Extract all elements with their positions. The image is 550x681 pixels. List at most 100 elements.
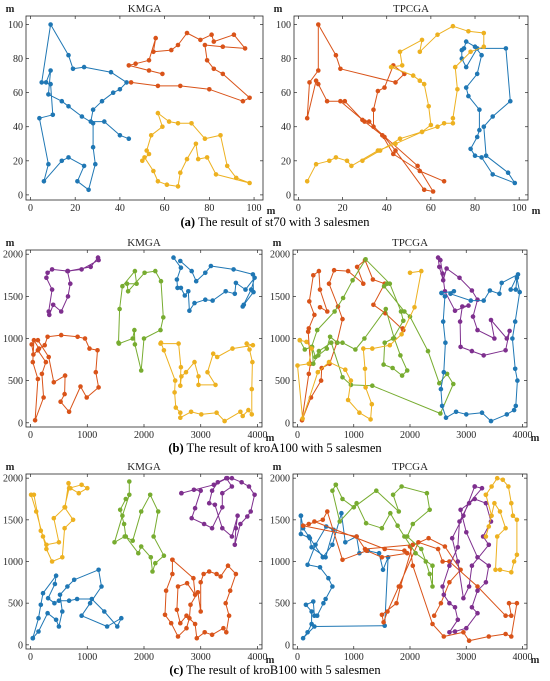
city-point (86, 187, 91, 193)
city-point (220, 525, 225, 531)
city-point (33, 509, 39, 514)
city-point (469, 288, 475, 293)
x-tick-label: 4000 (247, 652, 267, 663)
city-point (125, 289, 131, 294)
chart-st70-kmga: 0 20 40 60 80 100 0 20 40 60 80 100 KMGA m m (6, 3, 276, 217)
city-point (431, 613, 437, 618)
city-point (79, 267, 84, 272)
x-tick-label: 80 (470, 203, 480, 214)
city-point (189, 121, 194, 126)
route-3 (116, 268, 166, 373)
city-point (488, 418, 494, 424)
city-point (443, 340, 448, 346)
city-point (243, 287, 248, 292)
city-point (119, 615, 124, 621)
x-tick-label: 0 (28, 430, 33, 441)
city-point (309, 346, 314, 351)
city-point (463, 39, 469, 44)
y-tick-label: 2000 (3, 474, 23, 485)
city-point (390, 365, 395, 371)
city-point (415, 163, 420, 169)
city-point (419, 129, 425, 135)
city-point (466, 29, 471, 34)
route-3 (295, 268, 424, 422)
city-point (138, 368, 144, 373)
city-point (182, 293, 188, 298)
city-point (153, 560, 158, 566)
city-point (214, 571, 219, 577)
city-point (248, 509, 253, 514)
city-point (172, 378, 178, 383)
city-point (210, 351, 216, 357)
city-point (44, 275, 49, 281)
city-point (316, 81, 321, 87)
city-point (117, 87, 123, 92)
caption-c-letter: (c) (169, 663, 184, 677)
city-point (304, 179, 310, 184)
y-axis-label: m (273, 238, 282, 249)
y-tick-label: 500 (8, 599, 23, 610)
city-point (370, 277, 376, 282)
city-point (204, 58, 210, 63)
y-axis-label: m (273, 462, 282, 473)
route-5 (438, 272, 522, 424)
city-point (170, 557, 175, 563)
city-point (235, 513, 240, 518)
city-point (201, 521, 207, 527)
city-point (357, 410, 362, 416)
city-point (218, 133, 223, 138)
city-point (247, 95, 252, 101)
city-point (130, 336, 135, 341)
city-point (186, 289, 191, 294)
city-point (151, 49, 156, 55)
city-point (354, 534, 359, 539)
city-point (379, 612, 385, 618)
city-point (430, 189, 436, 194)
city-point (52, 581, 58, 587)
city-point (46, 92, 51, 97)
city-point (435, 546, 441, 552)
city-point (53, 573, 59, 578)
city-point (497, 509, 503, 514)
city-point (115, 624, 120, 629)
y-tick-label: 0 (285, 640, 290, 651)
city-point (505, 170, 511, 175)
city-point (510, 513, 516, 518)
city-point (503, 525, 508, 531)
city-point (504, 336, 510, 341)
city-point (99, 98, 105, 104)
route-2 (304, 22, 447, 194)
city-point (302, 347, 308, 352)
city-point (298, 531, 304, 537)
city-point (464, 412, 469, 417)
city-point (241, 302, 247, 308)
city-point (252, 492, 257, 498)
city-point (396, 509, 402, 514)
city-point (251, 289, 256, 295)
city-point (40, 534, 46, 539)
city-point (178, 364, 184, 370)
city-point (464, 625, 469, 631)
city-point (458, 507, 463, 513)
city-point (437, 380, 442, 386)
city-point (120, 513, 125, 518)
chart-title: KMGA (128, 3, 162, 15)
city-point (461, 630, 466, 635)
city-point (124, 80, 129, 85)
route-line (38, 24, 129, 191)
city-point (62, 525, 67, 531)
caption-a-letter: (a) (180, 215, 196, 229)
city-point (89, 596, 95, 602)
city-point (469, 605, 475, 610)
city-point (329, 340, 334, 346)
city-point (229, 484, 235, 489)
city-point (455, 559, 461, 564)
route-5 (158, 340, 256, 424)
city-point (70, 66, 76, 72)
y-tick-label: 1500 (3, 515, 23, 526)
city-point (305, 630, 310, 635)
city-point (164, 182, 170, 187)
city-point (45, 610, 50, 616)
city-point (175, 121, 181, 126)
city-point (466, 584, 472, 589)
